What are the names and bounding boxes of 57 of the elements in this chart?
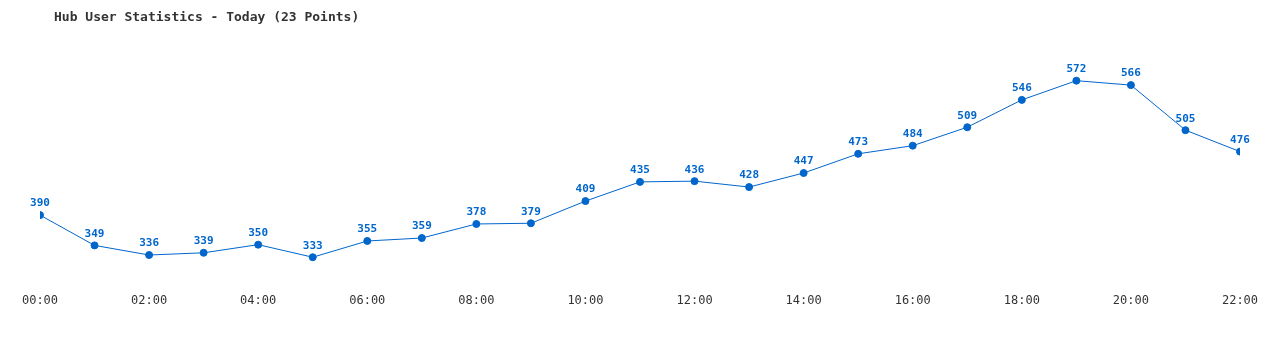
x-tick-label: 16:00	[894, 292, 931, 307]
data-label: 428	[739, 168, 760, 182]
x-tick-label: 00:00	[21, 292, 59, 307]
data-label: 336	[139, 236, 160, 250]
x-tick-label: 12:00	[676, 292, 713, 307]
point	[90, 241, 99, 250]
x-tick-label: 04:00	[240, 292, 277, 307]
data-label: 566	[1120, 66, 1142, 80]
data-label: 509	[957, 108, 978, 122]
point	[854, 149, 863, 158]
point	[199, 248, 208, 257]
data-label: 390	[30, 196, 50, 210]
data-label: 409	[575, 182, 596, 196]
x-tick-label: 10:00	[567, 292, 604, 307]
point	[745, 183, 754, 192]
data-label: 339	[193, 234, 214, 248]
point	[1181, 126, 1190, 135]
data-label: 505	[1175, 111, 1196, 125]
x-tick-label: 18:00	[1003, 292, 1040, 307]
point	[145, 251, 154, 260]
x-tick-label: 06:00	[349, 292, 386, 307]
x-tick-label: 22:00	[1221, 292, 1259, 307]
point	[1017, 95, 1026, 104]
data-label: 473	[848, 135, 869, 149]
chart-title: Hub User Statistics - Today (23 Points)	[54, 9, 360, 24]
data-label: 435	[630, 163, 650, 177]
point	[254, 240, 263, 249]
point	[526, 219, 535, 228]
point	[690, 177, 699, 186]
point	[1072, 76, 1081, 85]
point	[1126, 81, 1135, 90]
data-label: 476	[1230, 132, 1251, 146]
point	[417, 234, 426, 243]
point	[908, 141, 917, 150]
data-label: 484	[902, 127, 924, 141]
data-label: 355	[357, 222, 378, 236]
data-label: 572	[1066, 62, 1087, 76]
point	[799, 169, 808, 178]
data-label: 359	[411, 219, 432, 233]
data-label: 436	[684, 162, 705, 176]
data-label: 379	[520, 204, 541, 218]
point	[963, 123, 972, 132]
point	[581, 197, 590, 206]
data-label: 447	[793, 154, 814, 168]
data-label: 333	[302, 238, 323, 252]
x-tick-label: 08:00	[458, 292, 495, 307]
point	[636, 177, 644, 186]
point	[363, 236, 372, 245]
data-label: 546	[1011, 81, 1033, 95]
x-tick-label: 02:00	[131, 292, 168, 307]
data-label: 350	[248, 226, 269, 240]
point	[308, 253, 317, 262]
data-label: 378	[466, 205, 487, 219]
x-tick-label: 20:00	[1112, 292, 1149, 307]
point	[472, 219, 481, 228]
x-tick-label: 14:00	[785, 292, 822, 307]
data-label: 349	[84, 226, 105, 240]
